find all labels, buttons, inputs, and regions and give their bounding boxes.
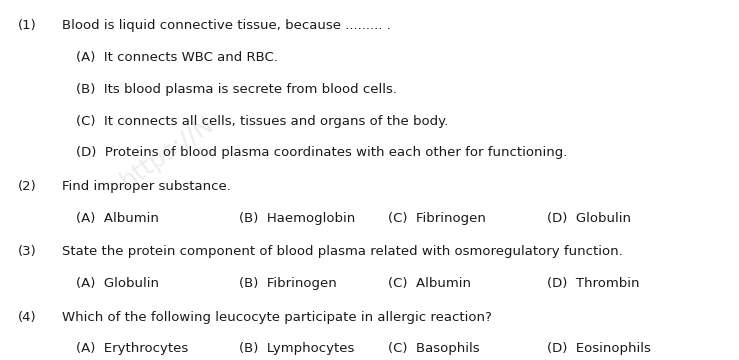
Text: (A)  Erythrocytes: (A) Erythrocytes xyxy=(76,342,188,355)
Text: (C)  Basophils: (C) Basophils xyxy=(388,342,479,355)
Text: (2): (2) xyxy=(18,180,37,193)
Text: (C)  Fibrinogen: (C) Fibrinogen xyxy=(388,212,486,225)
Text: (B)  Haemoglobin: (B) Haemoglobin xyxy=(239,212,355,225)
Text: (A)  It connects WBC and RBC.: (A) It connects WBC and RBC. xyxy=(76,51,278,64)
Text: Blood is liquid connective tissue, because ......... .: Blood is liquid connective tissue, becau… xyxy=(62,19,390,32)
Text: (D)  Globulin: (D) Globulin xyxy=(547,212,631,225)
Text: (D)  Eosinophils: (D) Eosinophils xyxy=(547,342,651,355)
Text: (3): (3) xyxy=(18,245,37,258)
Text: Find improper substance.: Find improper substance. xyxy=(62,180,231,193)
Text: (B)  Fibrinogen: (B) Fibrinogen xyxy=(239,277,337,290)
Text: (D)  Proteins of blood plasma coordinates with each other for functioning.: (D) Proteins of blood plasma coordinates… xyxy=(76,147,568,159)
Text: (C)  Albumin: (C) Albumin xyxy=(388,277,471,290)
Text: (4): (4) xyxy=(18,311,37,324)
Text: (D)  Thrombin: (D) Thrombin xyxy=(547,277,639,290)
Text: (A)  Albumin: (A) Albumin xyxy=(76,212,159,225)
Text: State the protein component of blood plasma related with osmoregulatory function: State the protein component of blood pla… xyxy=(62,245,622,258)
Text: (B)  Its blood plasma is secrete from blood cells.: (B) Its blood plasma is secrete from blo… xyxy=(76,83,397,96)
Text: (B)  Lymphocytes: (B) Lymphocytes xyxy=(239,342,355,355)
Text: (1): (1) xyxy=(18,19,37,32)
Text: (C)  It connects all cells, tissues and organs of the body.: (C) It connects all cells, tissues and o… xyxy=(76,115,449,128)
Text: Which of the following leucocyte participate in allergic reaction?: Which of the following leucocyte partici… xyxy=(62,311,491,324)
Text: (A)  Globulin: (A) Globulin xyxy=(76,277,159,290)
Text: https://N: https://N xyxy=(115,111,218,193)
